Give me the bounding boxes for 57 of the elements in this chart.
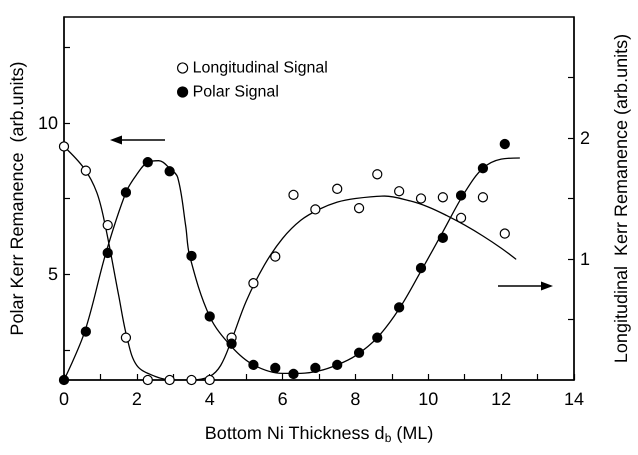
point (80, 326, 91, 337)
legend-label: Longitudinal Signal (192, 60, 328, 76)
point (372, 169, 382, 180)
point (248, 278, 259, 288)
point (164, 166, 175, 176)
x-tick-label: 4 (204, 389, 215, 409)
y2-tick-label: 2 (580, 128, 590, 148)
point (456, 190, 466, 201)
point (58, 141, 70, 152)
point (456, 212, 466, 223)
y-axis-title: Polar Kerr Remanence (arb.units) (7, 61, 27, 336)
point (120, 187, 132, 198)
y2-axis-title: Longitudinal Kerr Remanence (arb.units) (611, 34, 631, 364)
x-tick-label: 2 (132, 389, 142, 409)
x-tick-label: 10 (418, 389, 438, 409)
point (500, 228, 510, 239)
point (500, 138, 510, 150)
point (332, 360, 342, 370)
point (120, 332, 132, 343)
point (142, 157, 153, 168)
legend-label: Polar Signal (192, 84, 279, 100)
point (102, 220, 113, 230)
point (186, 374, 197, 386)
point (372, 332, 382, 343)
point (288, 368, 299, 380)
x-tick-label: 0 (58, 389, 70, 409)
point (438, 232, 448, 243)
point (248, 360, 259, 370)
x-tick-label: 12 (491, 389, 512, 409)
point (354, 203, 364, 214)
point (164, 374, 175, 386)
point (186, 250, 197, 262)
y2-tick-label: 1 (580, 249, 590, 269)
point (226, 338, 237, 349)
point (354, 348, 364, 358)
point (204, 311, 215, 322)
point (142, 374, 153, 386)
x-tick-label: 6 (278, 389, 288, 409)
point (102, 248, 113, 258)
point (394, 186, 404, 196)
y-tick-label: 5 (48, 264, 58, 284)
point (438, 192, 448, 202)
point (204, 374, 215, 386)
point (416, 193, 426, 204)
x-tick-label: 8 (350, 389, 360, 409)
point (80, 166, 91, 176)
x-tick-label: 14 (564, 389, 584, 409)
point (416, 262, 426, 274)
point (288, 190, 299, 200)
point (332, 184, 342, 194)
point (478, 192, 488, 202)
point (394, 302, 404, 312)
point (310, 204, 320, 214)
point (270, 362, 280, 373)
point (478, 163, 488, 174)
point (270, 251, 280, 262)
point (310, 362, 320, 373)
